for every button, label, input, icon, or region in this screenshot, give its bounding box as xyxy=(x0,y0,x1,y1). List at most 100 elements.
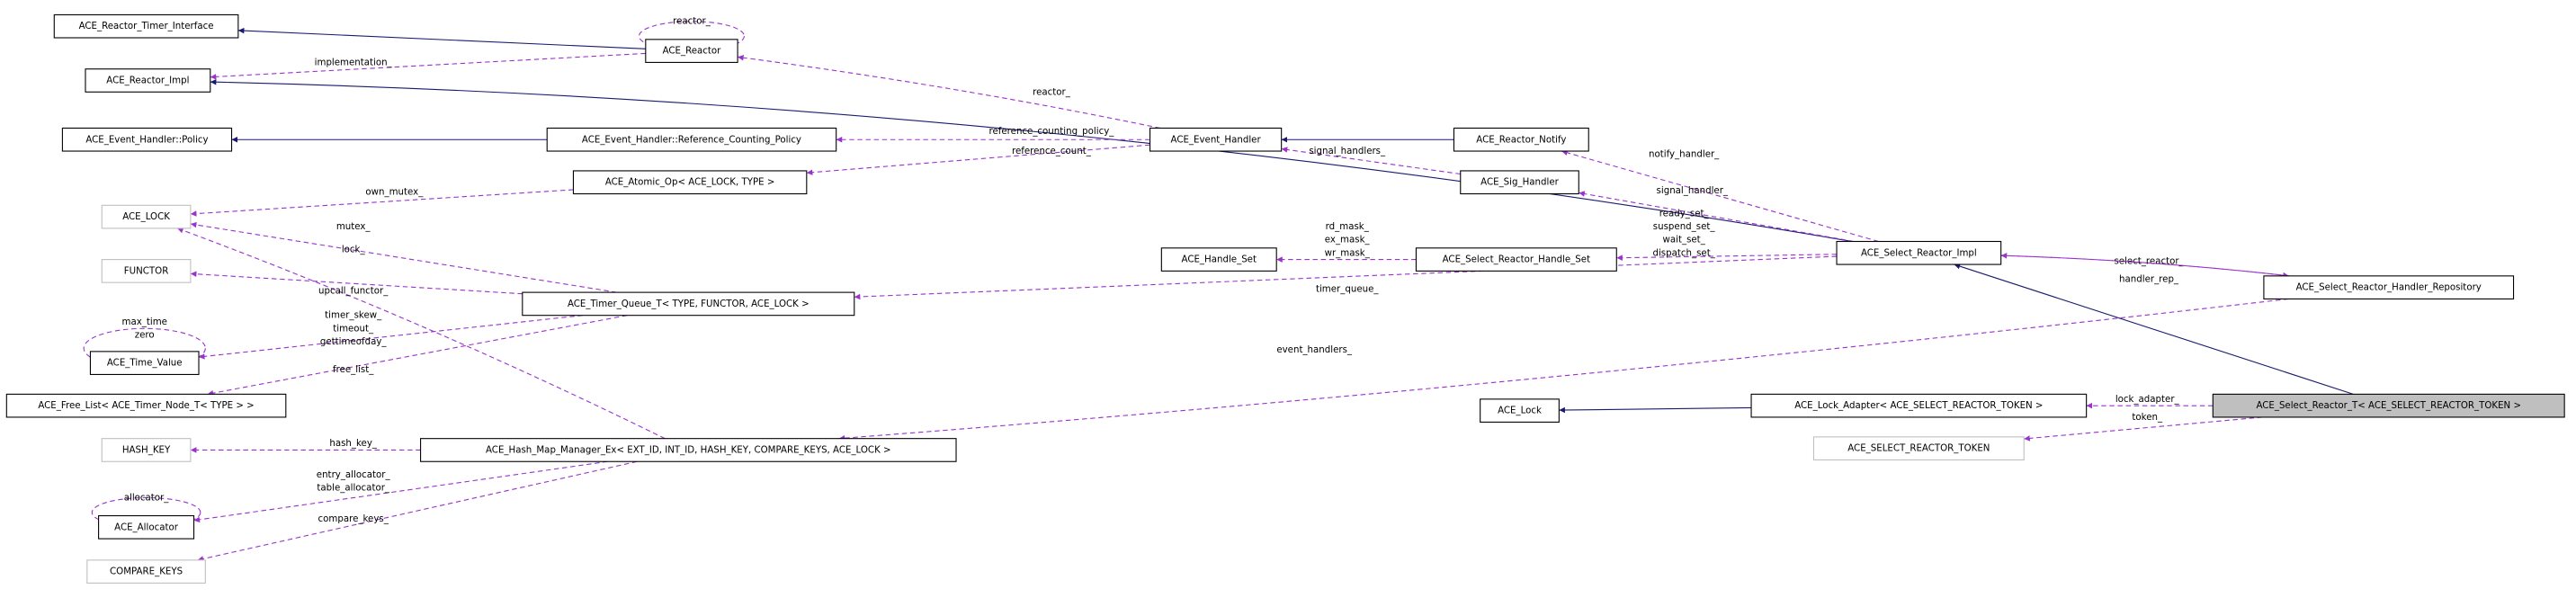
usage-edge xyxy=(738,54,1160,129)
class-label: ACE_LOCK xyxy=(122,212,170,222)
inheritance-edge xyxy=(210,78,1852,243)
edge-label: lock_ xyxy=(342,245,366,255)
edge-label: table_allocator_ xyxy=(317,483,390,493)
usage-edge xyxy=(854,255,1838,300)
class-node xyxy=(1160,247,1277,272)
class-node xyxy=(86,559,206,584)
edge-label: suspend_set_ xyxy=(1653,222,1716,232)
class-label: ACE_Select_Reactor_Impl xyxy=(1861,248,1977,258)
class-label: ACE_Select_Reactor_Handler_Repository xyxy=(2296,283,2482,293)
class-label: ACE_Allocator xyxy=(114,522,179,532)
edge-label: entry_allocator_ xyxy=(317,470,391,480)
class-node xyxy=(546,127,837,152)
class-node xyxy=(522,291,855,317)
usage-edge xyxy=(1561,149,1879,243)
edge-label: select_reactor_ xyxy=(2114,256,2184,266)
edge-label: ex_mask_ xyxy=(1325,236,1371,245)
usage-edge xyxy=(198,315,583,360)
class-label: ACE_Lock_Adapter< ACE_SELECT_REACTOR_TOK… xyxy=(1794,401,2043,411)
usage-edge xyxy=(1616,254,1838,261)
edge-label: timeout_ xyxy=(333,324,374,334)
inheritance-edge xyxy=(237,27,646,49)
usage-edge xyxy=(193,460,608,523)
class-node xyxy=(1415,247,1617,272)
class-label: ACE_Select_Reactor_T< ACE_SELECT_REACTOR… xyxy=(2256,401,2521,411)
class-label: ACE_Time_Value xyxy=(107,359,183,369)
class-label: ACE_Event_Handler::Reference_Counting_Po… xyxy=(582,135,801,145)
class-label: ACE_Reactor_Impl xyxy=(106,76,189,85)
class-label: ACE_Event_Handler::Policy xyxy=(85,135,208,145)
edge-label: rd_mask_ xyxy=(1326,222,1370,232)
edge-label: notify_handler_ xyxy=(1649,150,1720,160)
usage-edge xyxy=(190,189,574,217)
edge-label: wr_mask_ xyxy=(1325,248,1371,258)
edge-label: signal_handlers_ xyxy=(1309,147,1386,156)
class-label: HASH_KEY xyxy=(122,445,171,455)
usage-edge xyxy=(1579,191,1855,243)
edge-label: mutex_ xyxy=(336,222,371,232)
class-label: ACE_SELECT_REACTOR_TOKEN xyxy=(1847,444,1990,454)
class-node xyxy=(101,259,192,283)
class-node xyxy=(98,514,195,540)
class-label: ACE_Atomic_Op< ACE_LOCK, TYPE > xyxy=(605,178,775,188)
class-node xyxy=(1453,127,1589,152)
class-label: COMPARE_KEYS xyxy=(110,567,183,577)
class-node xyxy=(1812,436,2025,460)
usage-edge xyxy=(176,228,666,440)
usage-edge xyxy=(190,271,523,295)
edge-label: hash_key_ xyxy=(329,439,378,449)
edge-label: reactor_ xyxy=(1033,87,1071,97)
usage-edge xyxy=(2000,254,2289,279)
edge-label: token_ xyxy=(2132,413,2163,423)
class-label: ACE_Hash_Map_Manager_Ex< EXT_ID, INT_ID,… xyxy=(486,445,891,455)
edge-label: implementation_ xyxy=(315,58,393,67)
edge-label: upcall_functor_ xyxy=(318,286,389,296)
edge-label: compare_keys_ xyxy=(318,514,389,524)
edge-label: reference_count_ xyxy=(1012,147,1092,156)
class-label: ACE_Event_Handler xyxy=(1171,135,1262,145)
class-node xyxy=(1836,240,2002,265)
usage-edge xyxy=(197,460,638,562)
edge-label: wait_set_ xyxy=(1663,236,1706,245)
edge-label: timer_skew_ xyxy=(325,311,382,321)
edge-label: own_mutex_ xyxy=(365,188,424,198)
class-node xyxy=(1460,170,1579,195)
edge-label: allocator_ xyxy=(124,493,170,503)
usage-edge xyxy=(207,315,628,397)
edge-label: free_list_ xyxy=(333,365,374,375)
class-node xyxy=(1480,398,1560,423)
class-node xyxy=(1149,127,1283,152)
class-node xyxy=(572,170,808,195)
edge-label: max_time xyxy=(121,317,166,327)
edge-label: gettimeofday_ xyxy=(320,337,388,347)
class-node xyxy=(101,204,192,229)
class-label: ACE_Reactor_Timer_Interface xyxy=(79,22,214,31)
class-node xyxy=(2212,393,2565,418)
diagram-body: implementation_ reactor_ reference_countin… xyxy=(5,13,2565,584)
edge-label: dispatch_set_ xyxy=(1652,248,1715,258)
class-node xyxy=(61,127,233,152)
edge-label: zero xyxy=(135,331,155,341)
class-label: ACE_Select_Reactor_Handle_Set xyxy=(1443,255,1590,265)
edge-label: reactor_ xyxy=(673,17,711,27)
class-label: ACE_Reactor xyxy=(663,47,722,57)
class-node xyxy=(85,68,211,93)
class-node xyxy=(101,438,192,462)
usage-edge xyxy=(838,298,2289,442)
class-node xyxy=(645,39,738,63)
inheritance-edge xyxy=(1954,263,2354,395)
class-label: ACE_Free_List< ACE_Timer_Node_T< TYPE > … xyxy=(38,401,254,411)
class-label: ACE_Timer_Queue_T< TYPE, FUNCTOR, ACE_LO… xyxy=(568,299,809,309)
usage-edge xyxy=(210,52,646,80)
class-node xyxy=(89,351,200,375)
edge-label: timer_queue_ xyxy=(1316,284,1379,294)
edge-label: ready_set_ xyxy=(1659,209,1710,219)
edge-label: handler_rep_ xyxy=(2119,275,2179,285)
class-label: ACE_Lock xyxy=(1498,406,1542,416)
class-label: FUNCTOR xyxy=(124,266,169,276)
class-label: ACE_Reactor_Notify xyxy=(1476,135,1566,145)
class-node xyxy=(53,13,239,39)
class-node xyxy=(420,438,957,462)
